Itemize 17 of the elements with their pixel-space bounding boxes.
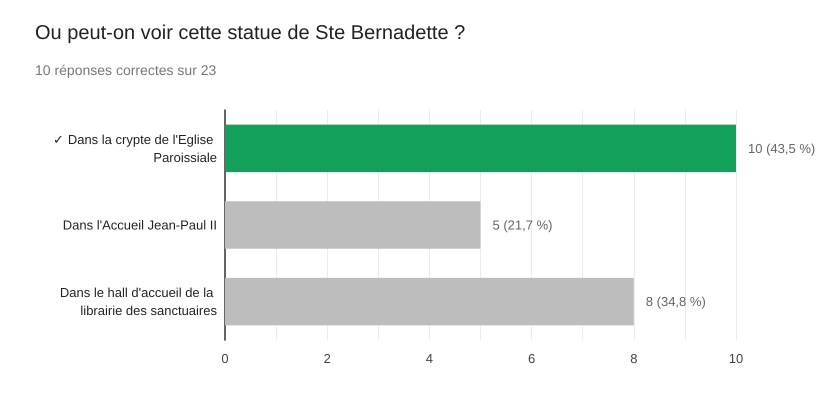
chart-subtitle: 10 réponses correctes sur 23 [35,62,217,78]
x-tick-label: 8 [630,351,638,366]
x-tick-label: 6 [528,351,536,366]
y-tick-label: Dans le hall d'accueil de la librairie des sanctuaires [60,285,218,318]
data-label: 5 (21,7 %) [492,218,552,232]
chart-title: Ou peut-on voir cette statue de Ste Bernadette ? [35,22,466,44]
y-tick-label: ✓ Dans la crypte de l'Eglise Paroissiale [53,132,217,165]
data-label: 8 (34,8 %) [646,294,706,310]
bar [225,278,634,326]
x-tick-label: 4 [426,351,434,366]
data-label: 10 (43,5 %) [748,140,816,156]
bar [225,124,736,172]
y-tick-label: Dans l'Accueil Jean-Paul II [62,218,217,232]
x-tick-label: 10 [728,351,744,366]
x-tick-label: 2 [324,351,331,366]
bar [225,201,480,249]
x-tick-label: 0 [221,351,229,366]
